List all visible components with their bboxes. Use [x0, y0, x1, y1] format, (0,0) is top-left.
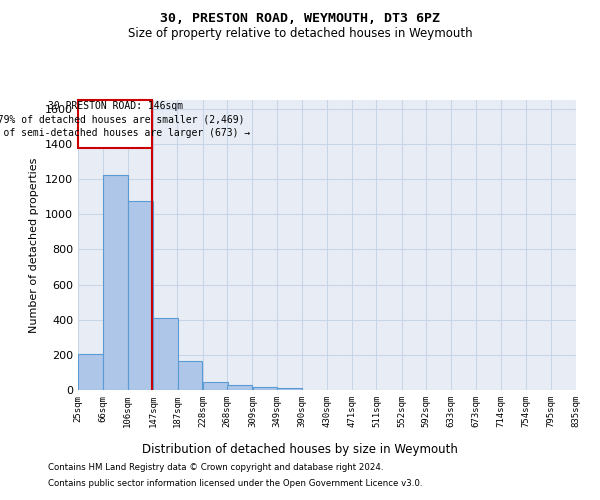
Bar [153, 318, 178, 390]
Text: Contains public sector information licensed under the Open Government Licence v3: Contains public sector information licen… [48, 478, 422, 488]
Text: 30, PRESTON ROAD, WEYMOUTH, DT3 6PZ: 30, PRESTON ROAD, WEYMOUTH, DT3 6PZ [160, 12, 440, 26]
Bar [178, 361, 202, 390]
Bar [128, 201, 152, 390]
Bar [253, 387, 277, 390]
Text: Size of property relative to detached houses in Weymouth: Size of property relative to detached ho… [128, 28, 472, 40]
Bar [78, 354, 103, 390]
Bar [277, 388, 302, 390]
FancyBboxPatch shape [78, 100, 152, 148]
Bar [227, 385, 252, 390]
Text: 21% of semi-detached houses are larger (673) →: 21% of semi-detached houses are larger (… [0, 128, 250, 138]
Text: 30 PRESTON ROAD: 146sqm: 30 PRESTON ROAD: 146sqm [47, 102, 183, 112]
Text: ← 79% of detached houses are smaller (2,469): ← 79% of detached houses are smaller (2,… [0, 114, 244, 124]
Bar [103, 174, 128, 390]
Y-axis label: Number of detached properties: Number of detached properties [29, 158, 40, 332]
Bar [203, 382, 227, 390]
Text: Contains HM Land Registry data © Crown copyright and database right 2024.: Contains HM Land Registry data © Crown c… [48, 464, 383, 472]
Text: Distribution of detached houses by size in Weymouth: Distribution of detached houses by size … [142, 442, 458, 456]
